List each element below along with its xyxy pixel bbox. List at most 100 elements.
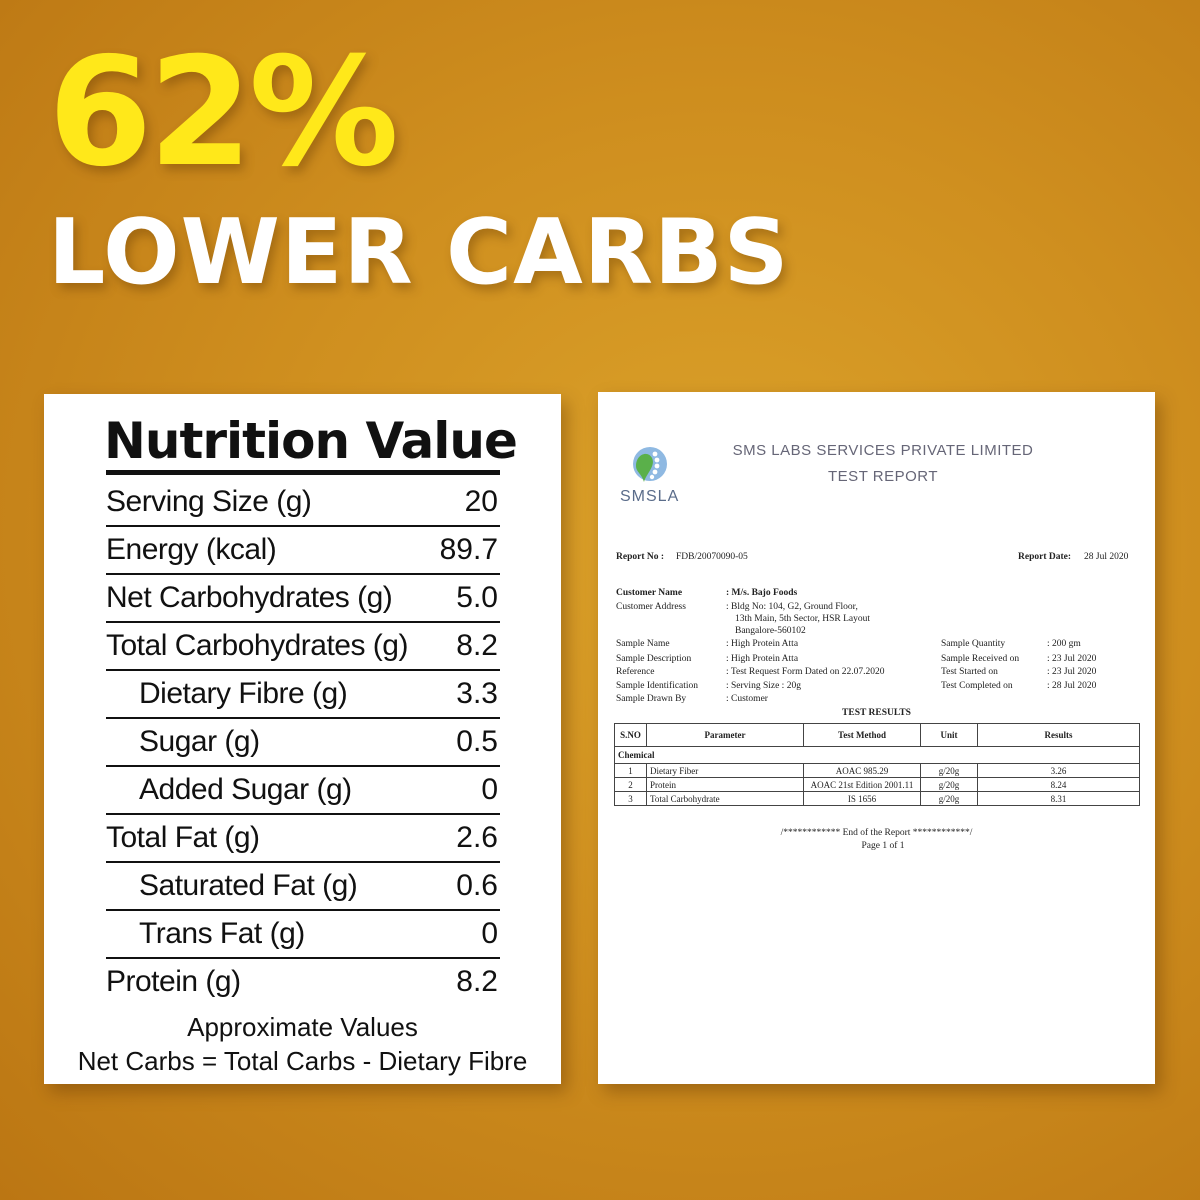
sample-identification: : Serving Size : 20g: [726, 681, 801, 691]
test-completed: : 28 Jul 2020: [1047, 681, 1097, 691]
table-cell: AOAC 985.29: [803, 763, 921, 778]
nutrition-rows: Serving Size (g) 20 Energy (kcal) 89.7 Net…: [106, 479, 500, 1005]
test-started-label: Test Started on: [941, 667, 998, 677]
nutrition-value: 2.6: [456, 821, 498, 854]
lab-logo-icon: [633, 447, 667, 482]
nutrition-row: Sugar (g) 0.5: [106, 719, 500, 767]
nutrition-label: Total Fat (g): [106, 821, 260, 854]
table-cell: g/20g: [920, 777, 978, 792]
nutrition-footnote-formula: Net Carbs = Total Carbs - Dietary Fibre: [77, 1046, 528, 1076]
table-section-row: Chemical: [614, 746, 1140, 764]
table-cell: 2: [614, 777, 647, 792]
sample-description-label: Sample Description: [616, 654, 692, 664]
sample-name: : High Protein Atta: [726, 639, 799, 649]
nutrition-label: Net Carbohydrates (g): [106, 581, 393, 614]
nutrition-row: Total Fat (g) 2.6: [106, 815, 500, 863]
column-header: Results: [977, 723, 1140, 747]
report-date: 28 Jul 2020: [1084, 552, 1129, 562]
end-of-report: /************ End of the Report ********…: [780, 828, 973, 838]
table-row: 2 Protein AOAC 21st Edition 2001.11 g/20…: [614, 777, 1140, 792]
nutrition-row: Protein (g) 8.2: [106, 959, 500, 1005]
sample-drawn-by: : Customer: [726, 694, 768, 704]
customer-address-label: Customer Address: [616, 602, 686, 612]
nutrition-label: Saturated Fat (g): [139, 869, 358, 902]
table-cell: AOAC 21st Edition 2001.11: [803, 777, 921, 792]
customer-name: : M/s. Bajo Foods: [726, 588, 798, 598]
nutrition-value: 0: [481, 773, 498, 806]
nutrition-label: Serving Size (g): [106, 485, 312, 518]
nutrition-value: 8.2: [456, 629, 498, 662]
table-cell: 3: [614, 791, 647, 806]
sample-identification-label: Sample Identification: [616, 681, 699, 691]
page-number: Page 1 of 1: [861, 841, 905, 851]
lab-document-title: TEST REPORT: [828, 468, 938, 485]
sample-quantity-label: Sample Quantity: [941, 639, 1006, 649]
headline-percent: 62%: [48, 26, 399, 200]
customer-address-line3: Bangalore-560102: [735, 626, 806, 636]
table-cell: 1: [614, 763, 647, 778]
sample-description: : High Protein Atta: [726, 654, 799, 664]
column-header: Parameter: [646, 723, 804, 747]
lab-company-name: SMS LABS SERVICES PRIVATE LIMITED: [732, 442, 1034, 459]
table-cell: 8.24: [977, 777, 1140, 792]
customer-name-label: Customer Name: [616, 588, 683, 598]
customer-address-line2: 13th Main, 5th Sector, HSR Layout: [735, 614, 870, 624]
nutrition-row: Saturated Fat (g) 0.6: [106, 863, 500, 911]
test-started: : 23 Jul 2020: [1047, 667, 1097, 677]
nutrition-label: Energy (kcal): [106, 533, 277, 566]
nutrition-label: Added Sugar (g): [139, 773, 352, 806]
nutrition-row: Added Sugar (g) 0: [106, 767, 500, 815]
table-cell: IS 1656: [803, 791, 921, 806]
column-header: Test Method: [803, 723, 921, 747]
test-results-table: S.NO Parameter Test Method Unit Results …: [614, 723, 1140, 806]
nutrition-row: Serving Size (g) 20: [106, 479, 500, 527]
report-date-label: Report Date:: [1018, 552, 1072, 562]
nutrition-value: 5.0: [456, 581, 498, 614]
table-cell: Total Carbohydrate: [646, 791, 804, 806]
nutrition-label: Sugar (g): [139, 725, 260, 758]
nutrition-row: Trans Fat (g) 0: [106, 911, 500, 959]
table-header-row: S.NO Parameter Test Method Unit Results: [614, 723, 1140, 747]
report-no: FDB/20070090-05: [676, 552, 748, 562]
nutrition-footnote-approx: Approximate Values: [187, 1012, 418, 1042]
headline-subtitle: LOWER CARBS: [48, 200, 790, 305]
sample-drawn-by-label: Sample Drawn By: [616, 694, 687, 704]
report-no-label: Report No :: [616, 552, 665, 562]
nutrition-row: Total Carbohydrates (g) 8.2: [106, 623, 500, 671]
nutrition-row: Net Carbohydrates (g) 5.0: [106, 575, 500, 623]
table-cell: 8.31: [977, 791, 1140, 806]
nutrition-value: 3.3: [456, 677, 498, 710]
sample-received: : 23 Jul 2020: [1047, 654, 1097, 664]
sample-name-label: Sample Name: [616, 639, 670, 649]
nutrition-title: Nutrition Value: [104, 412, 518, 470]
nutrition-value: 0: [481, 917, 498, 950]
table-section-label: Chemical: [614, 746, 1140, 764]
lab-report-card: SMSLA SMS LABS SERVICES PRIVATE LIMITED …: [598, 392, 1155, 1084]
test-completed-label: Test Completed on: [941, 681, 1013, 691]
column-header: S.NO: [614, 723, 647, 747]
lab-logo-text: SMSLA: [620, 488, 680, 505]
nutrition-label: Protein (g): [106, 965, 241, 998]
nutrition-value: 8.2: [456, 965, 498, 998]
nutrition-label: Dietary Fibre (g): [139, 677, 348, 710]
customer-address-line1: : Bldg No: 104, G2, Ground Floor,: [726, 602, 858, 612]
reference: : Test Request Form Dated on 22.07.2020: [726, 667, 885, 677]
column-header: Unit: [920, 723, 978, 747]
sample-quantity: : 200 gm: [1047, 639, 1081, 649]
nutrition-value: 89.7: [439, 533, 498, 566]
table-row: 1 Dietary Fiber AOAC 985.29 g/20g 3.26: [614, 763, 1140, 778]
reference-label: Reference: [616, 667, 655, 677]
nutrition-row: Dietary Fibre (g) 3.3: [106, 671, 500, 719]
nutrition-label: Trans Fat (g): [139, 917, 305, 950]
test-results-title: TEST RESULTS: [842, 708, 911, 718]
nutrition-row: Energy (kcal) 89.7: [106, 527, 500, 575]
table-cell: 3.26: [977, 763, 1140, 778]
sample-received-label: Sample Received on: [941, 654, 1020, 664]
table-row: 3 Total Carbohydrate IS 1656 g/20g 8.31: [614, 791, 1140, 806]
table-cell: g/20g: [920, 791, 978, 806]
nutrition-value: 0.6: [456, 869, 498, 902]
table-cell: Dietary Fiber: [646, 763, 804, 778]
nutrition-label: Total Carbohydrates (g): [106, 629, 408, 662]
nutrition-value: 20: [464, 485, 498, 518]
nutrition-title-rule: [106, 470, 500, 475]
